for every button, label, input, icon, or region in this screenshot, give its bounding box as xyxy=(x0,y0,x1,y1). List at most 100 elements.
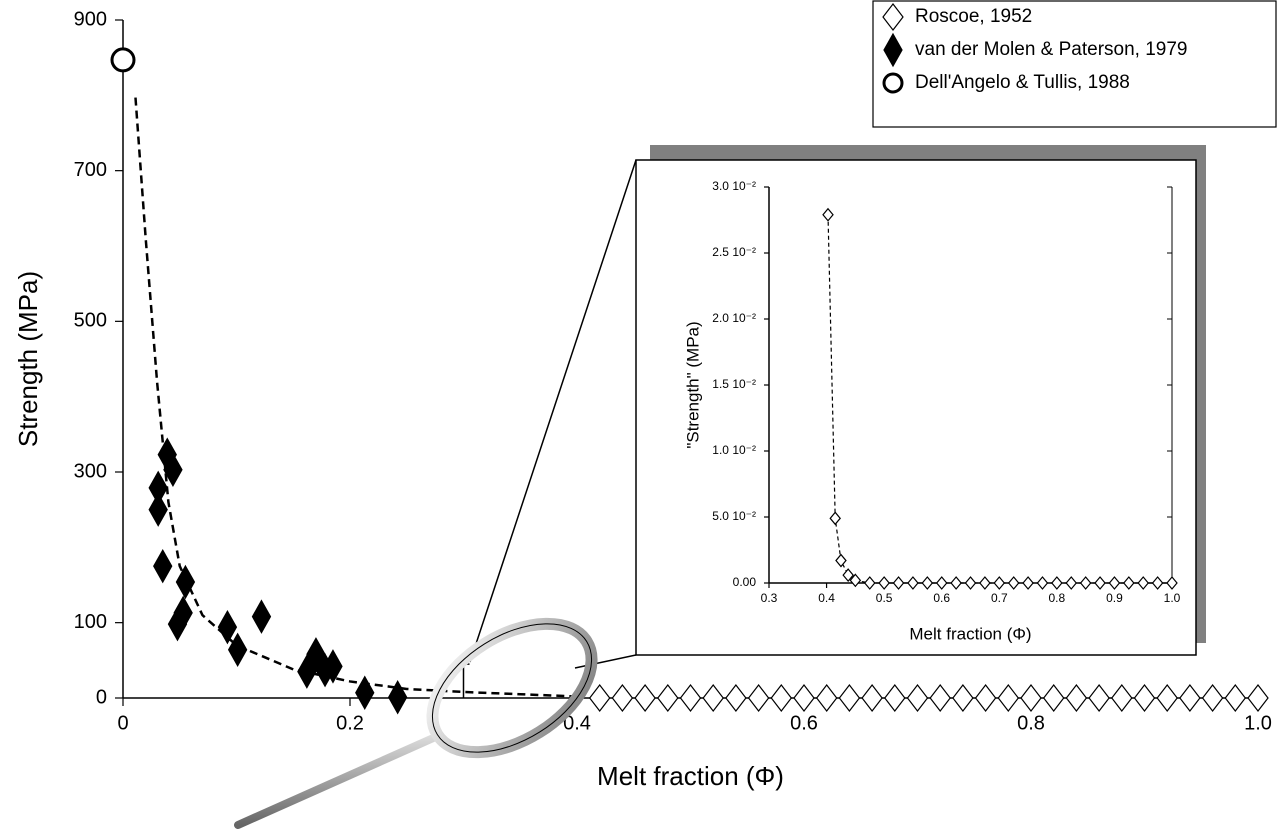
data-point xyxy=(355,675,375,710)
data-point xyxy=(297,654,317,689)
y-tick-label: 2.0 10⁻² xyxy=(712,311,756,325)
data-point xyxy=(1151,576,1164,590)
data-point xyxy=(1051,576,1063,590)
data-point xyxy=(964,576,977,590)
x-tick-label: 0.9 xyxy=(1106,591,1123,605)
data-point xyxy=(849,573,862,588)
data-point xyxy=(935,576,948,590)
data-point xyxy=(148,492,168,527)
data-point xyxy=(1094,576,1106,590)
data-point xyxy=(1133,684,1156,712)
data-point xyxy=(1247,684,1269,712)
x-tick-label: 0.4 xyxy=(818,591,835,605)
legend-marker xyxy=(883,32,903,68)
data-point xyxy=(747,684,770,712)
data-point xyxy=(588,684,611,712)
data-point xyxy=(1079,576,1092,590)
x-tick-label: 0 xyxy=(117,712,128,734)
y-tick-label: 1.0 10⁻² xyxy=(712,443,756,457)
legend-label: van der Molen & Paterson, 1979 xyxy=(915,39,1188,60)
data-point xyxy=(863,576,876,590)
data-point xyxy=(921,576,934,590)
y-tick-label: 500 xyxy=(74,310,107,332)
y-tick-label: 100 xyxy=(74,611,107,633)
data-point xyxy=(153,548,173,584)
data-point xyxy=(725,684,747,712)
data-point xyxy=(148,470,168,506)
data-point xyxy=(611,684,634,712)
data-point xyxy=(679,684,702,712)
data-point xyxy=(1137,576,1149,590)
x-tick-label: 0.3 xyxy=(761,591,778,605)
y-axis-title: Strength (MPa) xyxy=(13,271,43,447)
data-point xyxy=(952,684,974,712)
data-point xyxy=(175,564,196,600)
data-point xyxy=(251,599,272,634)
data-point xyxy=(1108,576,1121,590)
data-point xyxy=(1156,684,1178,712)
decoration xyxy=(234,0,1277,829)
data-point xyxy=(793,684,815,712)
data-point xyxy=(842,568,854,583)
y-tick-label: 3.0 10⁻² xyxy=(712,179,756,193)
x-axis-title: Melt fraction (Φ) xyxy=(909,624,1031,643)
legend-box xyxy=(872,0,1277,128)
data-point xyxy=(822,207,834,222)
inset-frame xyxy=(635,159,1197,656)
data-point xyxy=(907,576,919,590)
data-point xyxy=(950,576,962,590)
data-point xyxy=(878,576,890,590)
data-point xyxy=(997,684,1020,712)
data-point xyxy=(929,684,951,712)
y-tick-label: 0 xyxy=(96,686,107,708)
x-tick-label: 0.4 xyxy=(563,712,591,734)
data-point xyxy=(1020,684,1042,712)
y-tick-label: 5.0 10⁻² xyxy=(712,509,756,523)
y-tick-label: 0.00 xyxy=(733,575,757,589)
data-point xyxy=(993,576,1006,590)
legend-label: Dell'Angelo & Tullis, 1988 xyxy=(915,72,1130,93)
legend-marker xyxy=(882,3,904,31)
data-point xyxy=(835,553,847,568)
y-tick-label: 700 xyxy=(74,159,107,181)
data-point xyxy=(892,576,905,590)
data-point xyxy=(227,632,248,668)
data-point xyxy=(770,684,793,712)
fit-line xyxy=(134,97,578,698)
x-tick-label: 0.6 xyxy=(790,712,818,734)
data-point xyxy=(815,684,838,712)
zoom-line xyxy=(469,159,637,663)
x-tick-label: 1.0 xyxy=(1244,712,1272,734)
data-point xyxy=(979,576,991,590)
data-point xyxy=(838,684,861,712)
x-tick-label: 1.0 xyxy=(1164,591,1181,605)
y-tick-label: 2.5 10⁻² xyxy=(712,245,756,259)
legend-label: Roscoe, 1952 xyxy=(915,6,1032,27)
y-tick-label: 1.5 10⁻² xyxy=(712,377,756,391)
data-point xyxy=(1123,576,1135,590)
data-point xyxy=(906,684,929,712)
data-point xyxy=(884,684,906,712)
data-point xyxy=(1179,684,1201,712)
data-point xyxy=(217,609,238,645)
data-point xyxy=(1111,684,1133,712)
data-point xyxy=(1201,684,1224,712)
x-tick-label: 0.7 xyxy=(991,591,1008,605)
data-point xyxy=(110,47,136,73)
y-tick-label: 300 xyxy=(74,460,107,482)
data-point xyxy=(657,684,679,712)
magnifier xyxy=(426,617,598,759)
x-tick-label: 0.5 xyxy=(876,591,893,605)
magnifier-handle xyxy=(234,731,444,829)
legend-marker xyxy=(882,72,904,94)
data-point xyxy=(634,684,656,712)
data-point xyxy=(861,684,883,712)
y-tick-label: 900 xyxy=(74,8,107,30)
data-point xyxy=(974,684,997,712)
magnifier-edge xyxy=(431,623,593,753)
data-point xyxy=(1224,684,1247,712)
x-axis-title: Melt fraction (Φ) xyxy=(597,761,784,791)
data-point xyxy=(167,606,188,642)
data-point xyxy=(1065,684,1088,712)
